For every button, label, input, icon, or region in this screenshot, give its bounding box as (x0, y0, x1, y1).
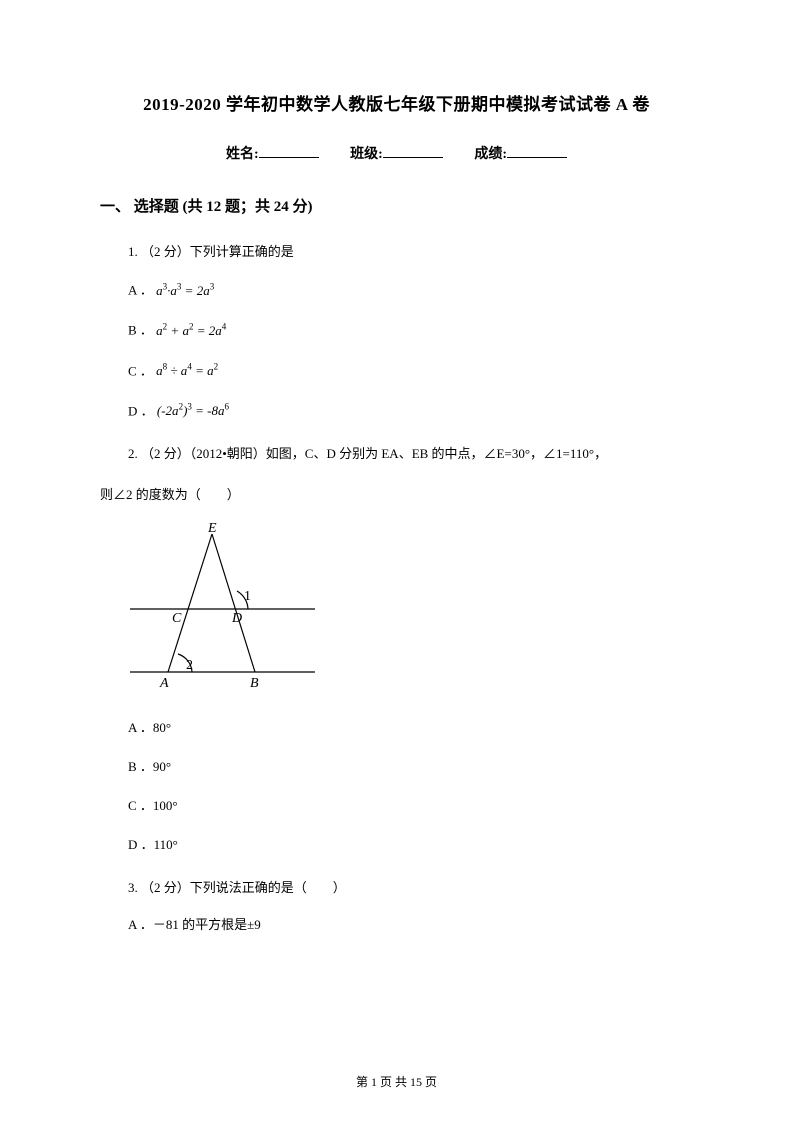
option-math: a3·a3 = 2a3 (156, 283, 214, 298)
option-letter: B ． (128, 323, 153, 338)
name-blank (259, 144, 319, 158)
q2-option-d: D ．110° (128, 835, 693, 856)
option-letter: A ． (128, 283, 153, 298)
option-math: a8 ÷ a4 = a2 (156, 363, 218, 378)
q2-option-a: A ．80° (128, 718, 693, 739)
label-b: B (250, 676, 259, 691)
q2-diagram: E C D A B 1 2 (120, 522, 693, 702)
q2-stem: 2. （2 分）（2012•朝阳）如图，C、D 分别为 EA、EB 的中点，∠E… (128, 440, 693, 467)
q1-option-d: D ． (-2a2)3 = -8a6 (128, 400, 693, 422)
student-info-line: 姓名: 班级: 成绩: (100, 143, 693, 163)
q2-stem-line2: 则∠2 的度数为（ ） (100, 481, 693, 508)
label-angle2: 2 (186, 658, 193, 673)
q1-option-a: A ． a3·a3 = 2a3 (128, 279, 693, 301)
label-d: D (231, 611, 242, 626)
score-blank (507, 144, 567, 158)
option-math: a2 + a2 = 2a4 (156, 323, 226, 338)
label-angle1: 1 (244, 589, 251, 604)
exam-title: 2019-2020 学年初中数学人教版七年级下册期中模拟考试试卷 A 卷 (100, 90, 693, 115)
class-label: 班级: (350, 147, 383, 162)
q3-stem: 3. （2 分）下列说法正确的是（ ） (128, 874, 693, 901)
q2-option-c: C ．100° (128, 796, 693, 817)
q1-stem: 1. （2 分）下列计算正确的是 (128, 238, 693, 265)
label-c: C (172, 611, 182, 626)
name-label: 姓名: (226, 147, 259, 162)
label-a: A (159, 676, 169, 691)
option-math: (-2a2)3 = -8a6 (157, 403, 229, 418)
page-footer: 第 1 页 共 15 页 (0, 1073, 793, 1090)
q1-option-b: B ． a2 + a2 = 2a4 (128, 319, 693, 341)
label-e: E (207, 522, 217, 536)
class-blank (383, 144, 443, 158)
score-label: 成绩: (474, 147, 507, 162)
q2-option-b: B ．90° (128, 757, 693, 778)
q1-option-c: C ． a8 ÷ a4 = a2 (128, 360, 693, 382)
option-letter: C ． (128, 363, 153, 378)
section-header: 一、 选择题 (共 12 题；共 24 分) (100, 195, 693, 216)
q3-option-a: A ．－81 的平方根是±9 (128, 915, 693, 936)
option-letter: D ． (128, 403, 154, 418)
